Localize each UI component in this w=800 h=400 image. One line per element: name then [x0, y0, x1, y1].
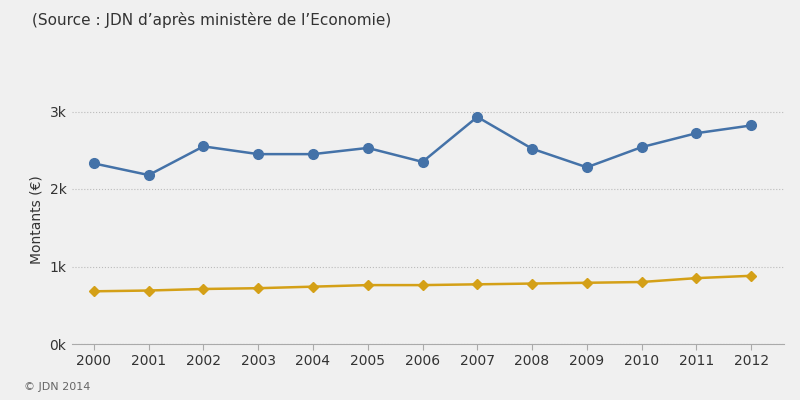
- Text: © JDN 2014: © JDN 2014: [24, 382, 90, 392]
- Text: (Source : JDN d’après ministère de l’Economie): (Source : JDN d’après ministère de l’Eco…: [32, 12, 391, 28]
- Y-axis label: Montants (€): Montants (€): [30, 176, 44, 264]
